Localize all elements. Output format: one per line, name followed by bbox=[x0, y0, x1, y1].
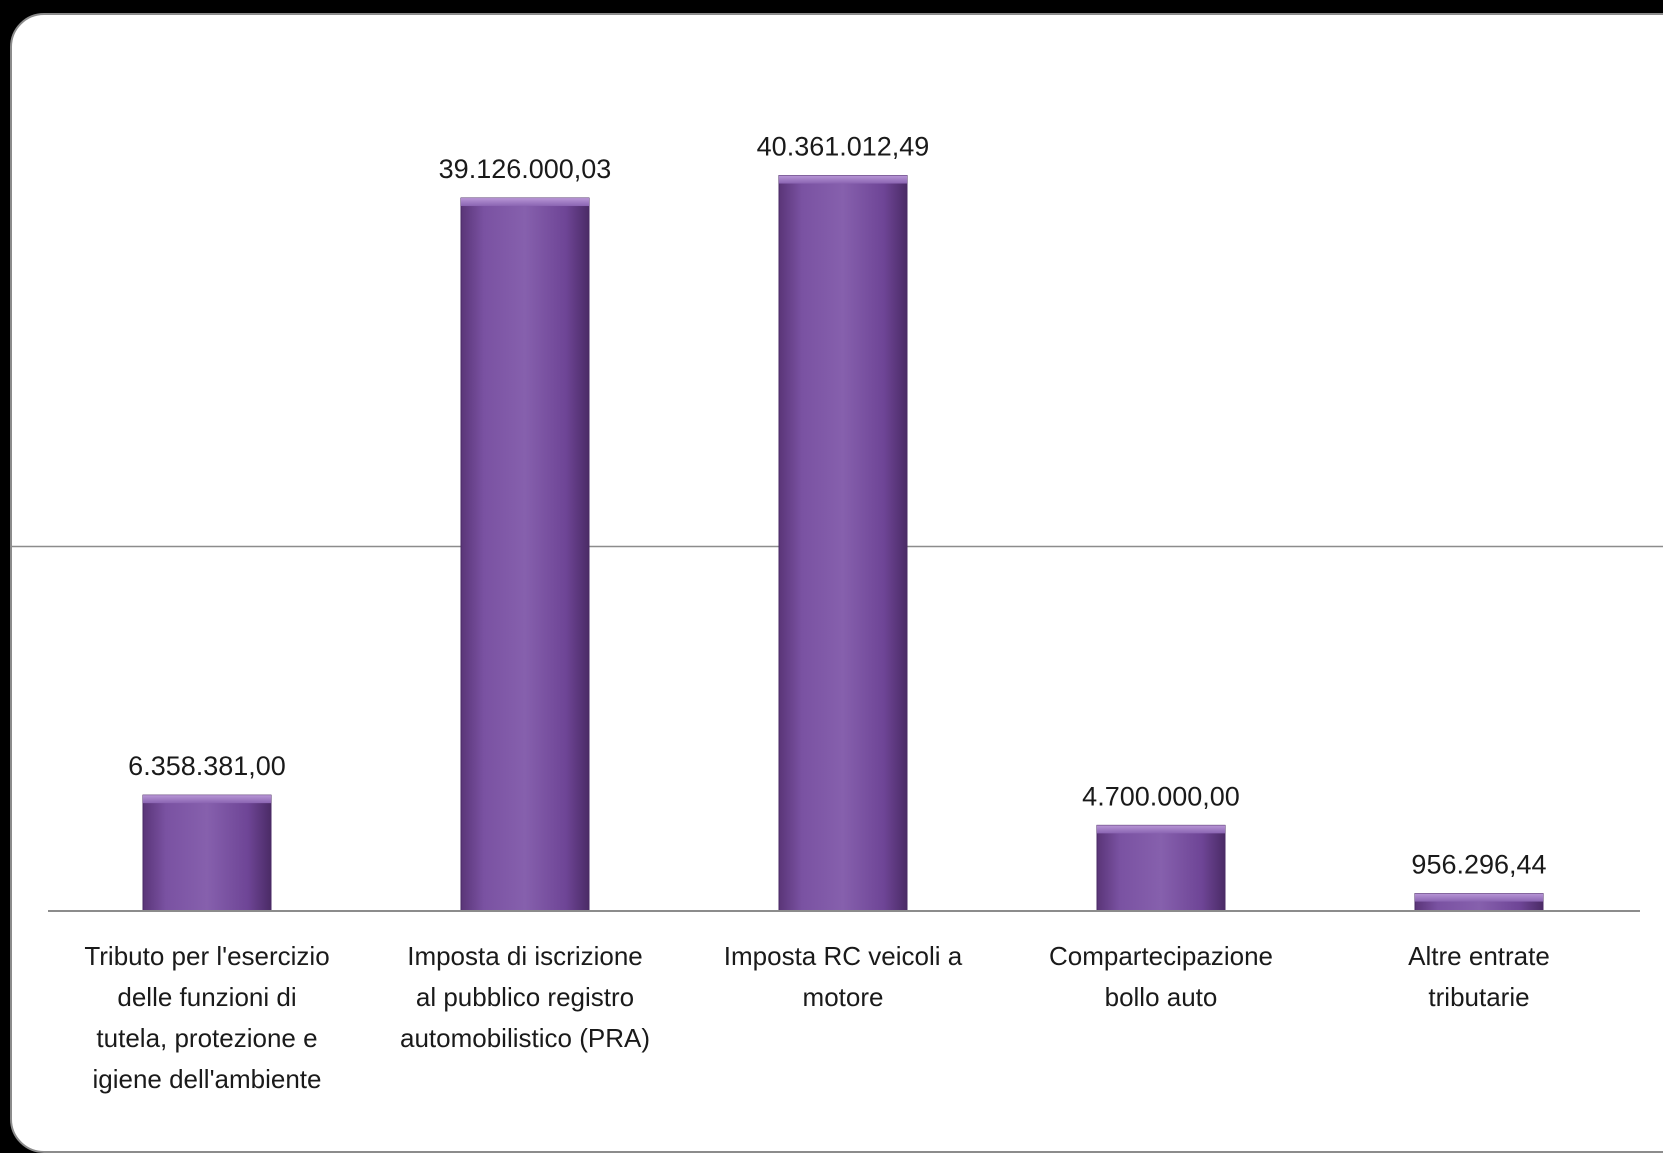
value-label-0: 6.358.381,00 bbox=[128, 751, 286, 781]
bar-3 bbox=[1096, 824, 1226, 912]
category-label-1: Imposta di iscrizione al pubblico registr… bbox=[400, 941, 650, 1053]
value-label-4: 956.296,44 bbox=[1411, 850, 1546, 880]
bar-4 bbox=[1414, 893, 1544, 912]
bar-1 bbox=[460, 197, 590, 912]
category-label-4: Altre entrate tributarie bbox=[1408, 941, 1550, 1012]
value-labels: 6.358.381,00 39.126.000,03 40.361.012,49 4.… bbox=[128, 132, 1546, 880]
value-label-1: 39.126.000,03 bbox=[439, 154, 612, 184]
value-label-3: 4.700.000,00 bbox=[1082, 781, 1240, 811]
bars bbox=[142, 175, 1544, 912]
bar-2 bbox=[778, 175, 908, 912]
category-labels: Tributo per l'esercizio delle funzioni di… bbox=[84, 941, 1549, 1094]
value-label-2: 40.361.012,49 bbox=[757, 132, 930, 162]
category-label-2: Imposta RC veicoli a motore bbox=[724, 941, 963, 1012]
bar-chart: 6.358.381,00 39.126.000,03 40.361.012,49 4.… bbox=[10, 132, 1663, 1094]
category-label-3: Compartecipazione bollo auto bbox=[1049, 941, 1273, 1012]
bar-0 bbox=[142, 794, 272, 912]
category-label-0: Tributo per l'esercizio delle funzioni di… bbox=[84, 941, 329, 1094]
